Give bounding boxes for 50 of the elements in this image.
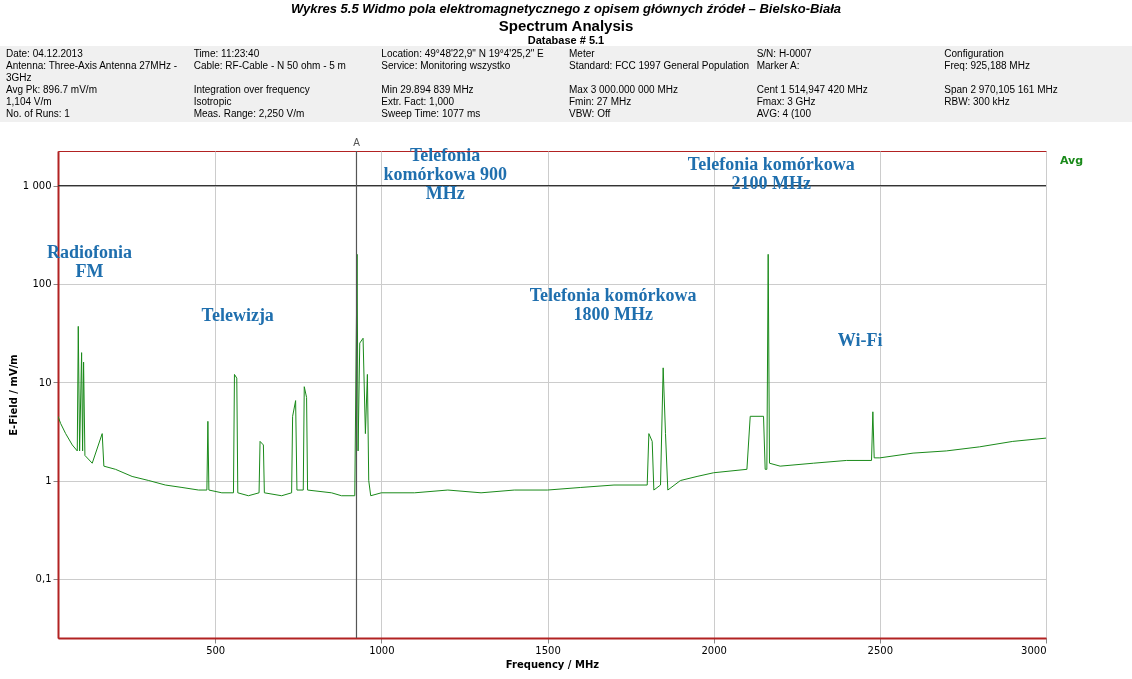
- y-tick-label: 1 000: [22, 180, 52, 192]
- text: Antenna: Three-Axis Antenna 27MHz - 3GHz: [6, 60, 179, 84]
- chart-subtitle: Database # 5.1: [526, 34, 606, 46]
- text: Meas. Range: 2,250 V/m: [193, 108, 306, 120]
- y-tick-label: 10: [38, 376, 52, 388]
- text: AVG: 4 (100: [756, 108, 812, 120]
- ref-line-label: A: [353, 137, 361, 148]
- text: Min 29.894 839 MHz: [381, 84, 475, 96]
- text: Avg: [1060, 154, 1084, 167]
- x-tick-label: 1000: [369, 644, 395, 656]
- chart-title: Spectrum Analysis: [497, 17, 635, 34]
- text: Max 3 000.000 000 MHz: [569, 84, 679, 96]
- text: Date: 04.12.2013: [6, 48, 84, 60]
- text: Isotropic: [193, 96, 233, 108]
- text: Span 2 970,105 161 MHz: [944, 84, 1059, 96]
- x-tick-label: 2500: [867, 644, 894, 656]
- annotation: Telewizja: [201, 304, 274, 325]
- text: Wykres 5.5 Widmo pola elektromagnetycznego z opisem głównych źródeł – Bielsko-Biała: [289, 0, 843, 17]
- text: Sweep Time: 1077 ms: [381, 108, 482, 120]
- text: Fmin: 27 MHz: [569, 96, 633, 108]
- text: Cable: RF-Cable - N 50 ohm - 5 m: [193, 60, 347, 73]
- text: RBW: 300 kHz: [944, 96, 1011, 108]
- x-tick-label: 500: [206, 644, 226, 656]
- text: VBW: Off: [569, 108, 612, 120]
- text: Marker A:: [756, 60, 801, 73]
- x-tick-label: 2000: [701, 644, 727, 656]
- text: Avg Pk: 896.7 mV/m: [6, 84, 98, 96]
- text: S/N: H-0007: [756, 48, 813, 60]
- text: Meter: [569, 48, 596, 60]
- annotation: Wi-Fi: [837, 329, 883, 350]
- y-tick-label: 1: [45, 475, 52, 487]
- text: 1,104 V/m: [6, 96, 53, 108]
- y-tick-label: 100: [32, 278, 52, 290]
- y-tick-label: 0,1: [35, 573, 52, 585]
- text: Fmax: 3 GHz: [756, 96, 817, 108]
- text: Configuration: [944, 48, 1005, 60]
- text: Freq: 925,188 MHz: [944, 60, 1031, 73]
- x-tick-label: 3000: [1021, 644, 1047, 656]
- x-tick-label: 1500: [535, 644, 561, 656]
- text: Service: Monitoring wszystko: [381, 60, 512, 73]
- text: Time: 11:23:40: [193, 48, 261, 60]
- annotation: Telefonia komórkowa 1800 MHz: [529, 285, 697, 325]
- x-axis-title: Frequency / MHz: [505, 658, 600, 670]
- text: Extr. Fact: 1,000: [381, 96, 456, 108]
- text: Cent 1 514,947 420 MHz: [756, 84, 869, 96]
- y-axis-title: E-Field / mV/m: [7, 354, 19, 436]
- text: Integration over frequency: [193, 84, 311, 96]
- text: No. of Runs: 1: [6, 108, 71, 120]
- text: Standard: FCC 1997 General Population: [569, 60, 751, 73]
- text: Location: 49°48'22,9" N 19°4'25,2" E: [381, 48, 545, 60]
